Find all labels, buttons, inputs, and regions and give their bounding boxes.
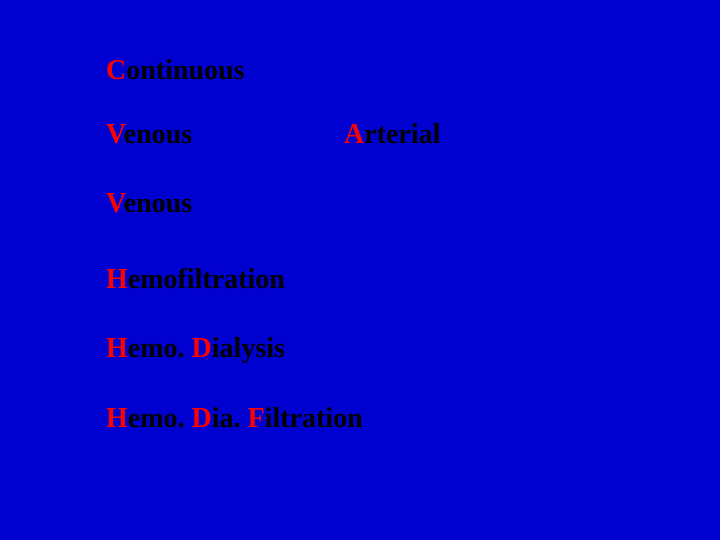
slide-content: Continuous Venous Arterial Venous Hemofi… (0, 0, 720, 436)
text-emo1: emo. (128, 333, 192, 364)
letter-f: F (248, 403, 265, 434)
row-hemodiafiltration: Hemo. Dia. Filtration (106, 402, 720, 436)
letter-h3: H (106, 403, 128, 434)
letter-v1: V (106, 119, 124, 150)
letter-h1: H (106, 264, 128, 295)
text-enous2: enous (124, 188, 192, 219)
text-ia: ia. (212, 403, 248, 434)
text-emofiltration: emofiltration (128, 264, 285, 295)
row-continuous: Continuous (106, 54, 720, 88)
text-ontinuous: ontinuous (126, 55, 244, 86)
row-venous-arterial: Venous Arterial (106, 118, 720, 152)
letter-h2: H (106, 333, 128, 364)
row-venous2: Venous (106, 187, 720, 221)
row-hemodialysis: Hemo. Dialysis (106, 332, 720, 366)
text-enous1: enous (124, 119, 192, 150)
letter-c: C (106, 55, 126, 86)
text-rterial: rterial (364, 119, 440, 150)
letter-v2: V (106, 188, 124, 219)
text-ialysis: ialysis (212, 333, 285, 364)
row-hemofiltration: Hemofiltration (106, 263, 720, 297)
letter-d2: D (192, 403, 212, 434)
word-arterial: Arterial (344, 118, 440, 152)
letter-d1: D (192, 333, 212, 364)
text-emo2: emo. (128, 403, 192, 434)
letter-a: A (344, 119, 364, 150)
text-iltration: iltration (265, 403, 363, 434)
